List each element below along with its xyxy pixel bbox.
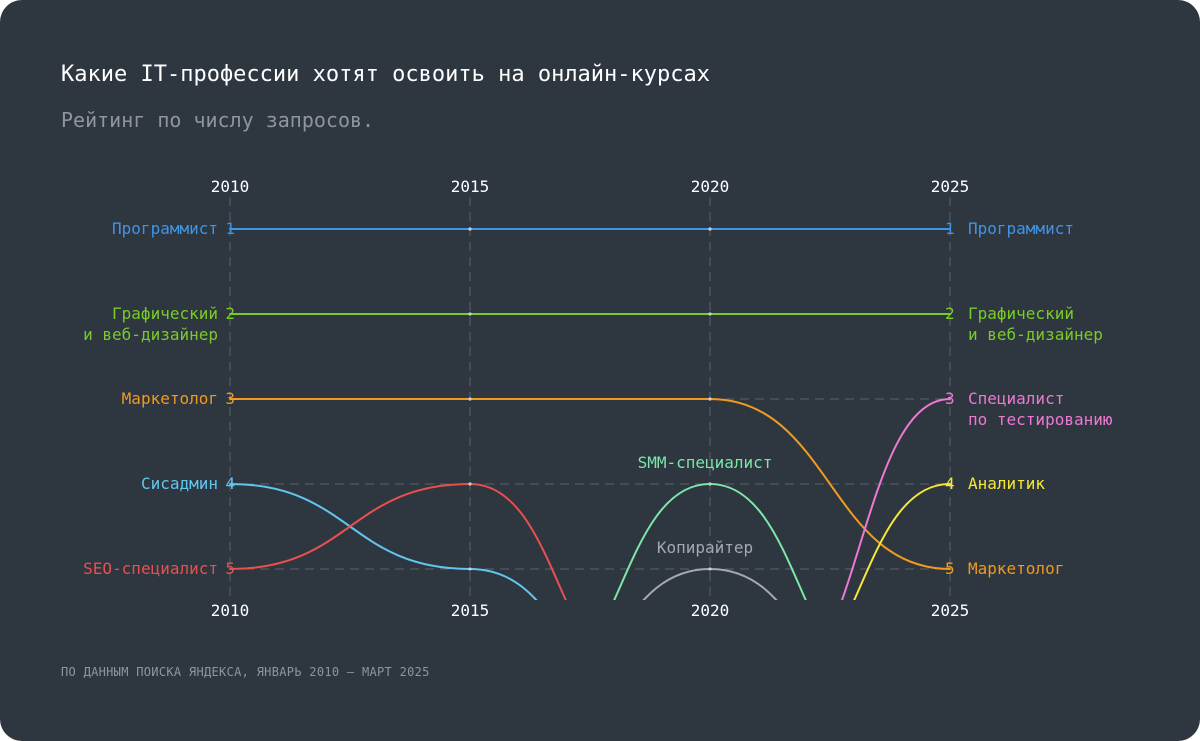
series-5-mid-label: SMM-специалист (638, 453, 773, 472)
series-7-line (840, 398, 951, 600)
series-2-line (229, 398, 951, 570)
series-5-marker-2020 (708, 482, 712, 486)
x-tick-bottom-2010: 2010 (211, 601, 250, 620)
series-3-line (229, 483, 538, 600)
series-7-right-rank: 3 (945, 389, 955, 408)
series-2-right-label: Маркетолог (968, 559, 1064, 578)
series-0-right-rank: 1 (945, 219, 955, 238)
x-tick-bottom-2015: 2015 (451, 601, 490, 620)
series-4-line (229, 482, 567, 600)
x-tick-top-2020: 2020 (691, 177, 730, 196)
series-4-left-label: SEO-специалист (83, 559, 218, 578)
x-tick-top-2010: 2010 (211, 177, 250, 196)
source-note: ПО ДАННЫМ ПОИСКА ЯНДЕКСА, ЯНВАРЬ 2010 — … (61, 665, 430, 679)
series-1-left-label: Графический (112, 304, 218, 323)
series-0-left-label: Программист (112, 219, 218, 238)
series-1-left-label: и веб-дизайнер (83, 325, 218, 344)
series-2-marker-2015 (468, 397, 472, 401)
series-4-marker-2015 (468, 482, 472, 486)
series-2-left-rank: 3 (225, 389, 235, 408)
x-tick-bottom-2025: 2025 (931, 601, 970, 620)
grid (229, 197, 951, 597)
series-1-left-rank: 2 (225, 304, 235, 323)
series-1-marker-2020 (708, 312, 712, 316)
series-7-right-label: по тестированию (968, 410, 1113, 429)
series-1-right-rank: 2 (945, 304, 955, 323)
series-3-left-rank: 4 (225, 474, 235, 493)
series-0-left-rank: 1 (225, 219, 235, 238)
chart-subtitle: Рейтинг по числу запросов. (61, 108, 375, 132)
series-0-marker-2015 (468, 227, 472, 231)
series-1-marker-2015 (468, 312, 472, 316)
series-0-marker-2020 (708, 227, 712, 231)
series-1-right-label: Графический (968, 304, 1074, 323)
series-2-marker-2020 (708, 397, 712, 401)
series-8-right-label: Аналитик (968, 474, 1045, 493)
series-6-mid-label: Копирайтер (657, 538, 753, 557)
series-3-marker-2015 (468, 567, 472, 571)
series-0-right-label: Программист (968, 219, 1074, 238)
series-labels: 1 Программист 1 Программист 2 Графический и ве… (83, 219, 1113, 578)
series-1-right-label: и веб-дизайнер (968, 325, 1103, 344)
series-8-line (853, 483, 951, 600)
series-4-left-rank: 5 (225, 559, 235, 578)
x-tick-bottom-2020: 2020 (691, 601, 730, 620)
series-6-marker-2020 (708, 567, 712, 571)
series-8-right-rank: 4 (945, 474, 955, 493)
x-axis-ticks: 2010 2010 2015 2015 2020 2020 2025 2025 (211, 177, 970, 620)
year-markers (468, 227, 712, 571)
series-2-left-label: Маркетолог (122, 389, 218, 408)
series-2-right-rank: 5 (945, 559, 955, 578)
x-tick-top-2015: 2015 (451, 177, 490, 196)
chart-title: Какие IT-профессии хотят освоить на онла… (61, 62, 711, 87)
series-3-left-label: Сисадмин (141, 474, 218, 493)
series-lines (229, 228, 951, 600)
x-tick-top-2025: 2025 (931, 177, 970, 196)
series-7-right-label: Специалист (968, 389, 1064, 408)
